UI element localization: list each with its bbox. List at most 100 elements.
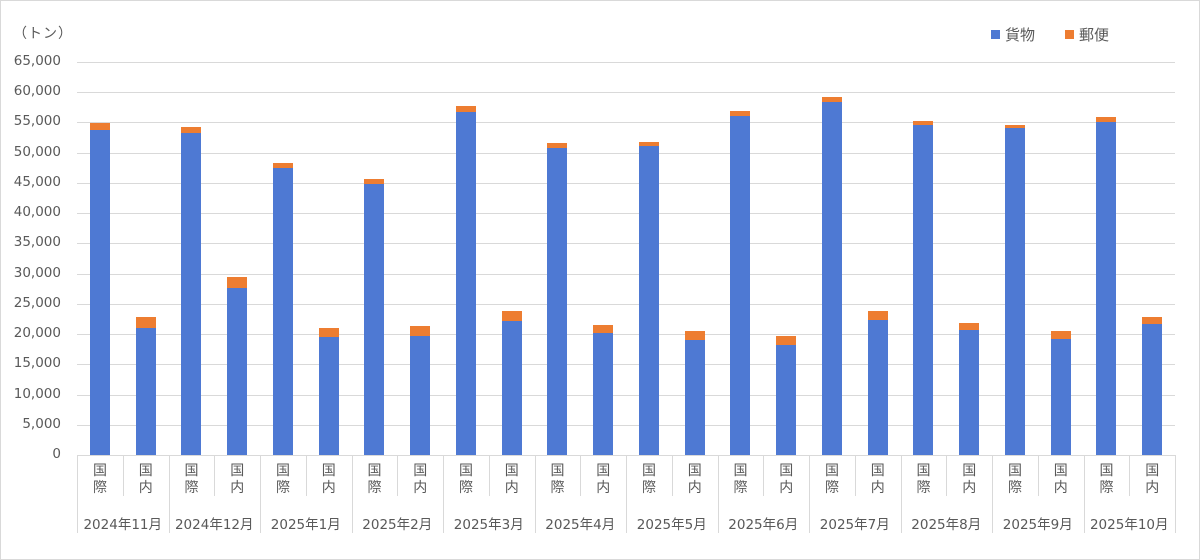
x-sublabel-domestic: 国内 [321, 463, 336, 496]
stacked-bar[interactable] [135, 62, 156, 455]
y-tick-label: 40,000 [13, 204, 61, 221]
y-tick-label: 5,000 [22, 415, 61, 432]
stacked-bar[interactable] [547, 62, 568, 455]
stacked-bar[interactable] [410, 62, 431, 455]
stacked-bar[interactable] [364, 62, 385, 455]
bar-segment-cargo[interactable] [593, 332, 614, 455]
x-sublabel-domestic: 国内 [138, 463, 153, 496]
bar-segment-cargo[interactable] [638, 146, 659, 455]
bar-segment-mail[interactable] [455, 105, 476, 112]
bar-segment-cargo[interactable] [318, 337, 339, 455]
bar-segment-mail[interactable] [227, 277, 248, 289]
stacked-bar[interactable] [913, 62, 934, 455]
bar-segment-mail[interactable] [547, 143, 568, 148]
bar-segment-mail[interactable] [684, 331, 705, 341]
bar-segment-cargo[interactable] [1004, 127, 1025, 455]
stacked-bar[interactable] [501, 62, 522, 455]
bar-segment-cargo[interactable] [867, 319, 888, 455]
bar-segment-mail[interactable] [364, 178, 385, 184]
bar-segment-mail[interactable] [1050, 331, 1071, 339]
legend-item-mail[interactable]: 郵便 [1065, 24, 1109, 45]
x-month-label: 2025年2月 [362, 517, 433, 533]
bar-segment-cargo[interactable] [730, 116, 751, 455]
stacked-bar[interactable] [638, 62, 659, 455]
bar-segment-cargo[interactable] [364, 183, 385, 455]
gridline [77, 394, 1175, 396]
bar-segment-mail[interactable] [638, 141, 659, 147]
bar-segment-cargo[interactable] [547, 147, 568, 455]
bar-segment-cargo[interactable] [455, 111, 476, 455]
bar-segment-cargo[interactable] [501, 320, 522, 455]
bar-segment-cargo[interactable] [913, 125, 934, 455]
x-sublabel-domestic: 国内 [687, 463, 702, 496]
bar-segment-cargo[interactable] [410, 336, 431, 455]
bar-segment-cargo[interactable] [959, 330, 980, 455]
stacked-bar[interactable] [1096, 62, 1117, 455]
x-sublabel-international: 国際 [916, 463, 931, 496]
sub-divider [946, 455, 948, 496]
stacked-bar[interactable] [1142, 62, 1163, 455]
bar-segment-cargo[interactable] [1050, 338, 1071, 455]
gridline [77, 364, 1175, 366]
stacked-bar[interactable] [1004, 62, 1025, 455]
x-sublabel-domestic: 国内 [1145, 463, 1160, 496]
stacked-bar[interactable] [272, 62, 293, 455]
bar-segment-mail[interactable] [501, 311, 522, 321]
stacked-bar[interactable] [730, 62, 751, 455]
bar-segment-cargo[interactable] [181, 133, 202, 455]
month-divider [168, 455, 170, 533]
bar-segment-cargo[interactable] [272, 167, 293, 455]
stacked-bar[interactable] [867, 62, 888, 455]
y-tick-label: 15,000 [13, 355, 61, 372]
bar-segment-cargo[interactable] [1142, 324, 1163, 455]
y-tick-label: 50,000 [13, 143, 61, 160]
bar-segment-mail[interactable] [867, 311, 888, 320]
stacked-bar[interactable] [1050, 62, 1071, 455]
stacked-bar[interactable] [318, 62, 339, 455]
bar-segment-mail[interactable] [730, 111, 751, 117]
bar-segment-mail[interactable] [318, 327, 339, 338]
bar-segment-cargo[interactable] [135, 327, 156, 455]
bar-segment-mail[interactable] [913, 120, 934, 126]
bar-segment-mail[interactable] [89, 123, 110, 130]
bar-segment-mail[interactable] [1142, 317, 1163, 325]
x-sublabel-domestic: 国内 [779, 463, 794, 496]
sub-divider [580, 455, 582, 496]
stacked-bar[interactable] [89, 62, 110, 455]
bar-segment-mail[interactable] [1004, 124, 1025, 128]
bar-segment-mail[interactable] [410, 326, 431, 337]
bar-segment-mail[interactable] [135, 317, 156, 328]
bar-segment-cargo[interactable] [1096, 122, 1117, 455]
stacked-bar[interactable] [684, 62, 705, 455]
bar-segment-cargo[interactable] [684, 340, 705, 455]
stacked-bar[interactable] [227, 62, 248, 455]
bar-segment-mail[interactable] [1096, 117, 1117, 123]
bar-segment-mail[interactable] [776, 335, 797, 345]
x-month-label: 2025年5月 [636, 517, 707, 533]
month-divider [260, 455, 261, 533]
bar-segment-mail[interactable] [272, 163, 293, 168]
gridline [77, 273, 1175, 275]
bar-segment-cargo[interactable] [776, 344, 797, 455]
bar-segment-mail[interactable] [181, 126, 202, 134]
bar-segment-mail[interactable] [821, 97, 842, 102]
bar-segment-mail[interactable] [959, 323, 980, 331]
legend-item-cargo[interactable]: 貨物 [991, 24, 1035, 45]
stacked-bar[interactable] [181, 62, 202, 455]
stacked-bar[interactable] [959, 62, 980, 455]
y-tick-label: 55,000 [13, 113, 61, 130]
bar-segment-cargo[interactable] [227, 288, 248, 455]
x-sublabel-international: 国際 [1008, 463, 1022, 496]
bar-segment-cargo[interactable] [89, 129, 110, 455]
x-sublabel-international: 国際 [825, 463, 839, 496]
bar-segment-mail[interactable] [593, 325, 614, 333]
stacked-bar[interactable] [821, 62, 842, 455]
sub-divider [214, 455, 216, 496]
bar-segment-cargo[interactable] [821, 101, 842, 455]
y-tick-label: 0 [52, 446, 61, 462]
legend-label-cargo: 貨物 [1005, 26, 1036, 44]
stacked-bar[interactable] [776, 62, 797, 455]
stacked-bar[interactable] [455, 62, 476, 455]
x-sublabel-international: 国際 [733, 463, 748, 496]
stacked-bar[interactable] [593, 62, 614, 455]
